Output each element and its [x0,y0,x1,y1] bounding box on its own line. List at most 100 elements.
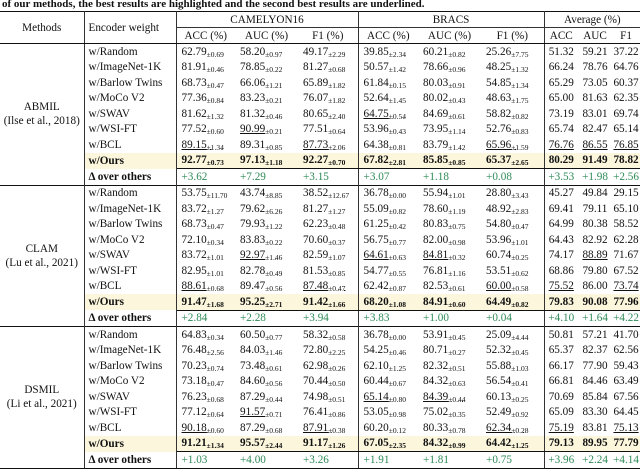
result-cell: 81.27±1.27 [298,201,359,217]
encoder-header: Encoder weight [84,11,177,44]
result-value: 54.80 [486,218,512,231]
result-std: ±0.22 [265,237,283,247]
result-value: 60.20 [363,421,389,434]
result-cell: 49.17±2.29 [298,43,359,60]
result-std: ±2.83 [511,206,529,216]
ours-row: w/Ours 92.77±0.73 97.13±1.18 92.27±0.70 67.8… [0,152,640,169]
result-std: ±6.26 [265,206,283,216]
result-cell: 72.80±2.25 [298,342,359,358]
result-cell: 78.76 [578,60,612,76]
result-value: 65.89 [303,76,329,89]
result-value: 82.00 [423,233,449,246]
result-std: ±0.78 [448,425,466,435]
result-std: ±8.85 [265,191,283,201]
result-cell: 68.20±1.08 [358,294,419,311]
result-cell: 63.49 [612,374,640,390]
result-value: 65.37 [548,344,574,357]
result-value: 77.90 [582,359,608,372]
result-std: ±0.60 [448,299,466,309]
result-std: ±1.34 [206,441,224,451]
result-std: ±0.37 [328,237,346,247]
result-cell: 58.82±0.82 [481,106,545,122]
result-cell: 62.98±0.26 [298,358,359,374]
delta-value: +0.04 [481,310,545,327]
result-value: 67.05 [363,437,389,450]
result-cell: 91.42±1.66 [298,294,359,311]
result-value: 28.80 [486,187,512,200]
result-std: ±0.46 [206,65,224,75]
delta-value: +3.96 [544,451,579,469]
result-value: 68.73 [181,218,207,231]
result-cell: 39.85±2.34 [358,44,418,60]
result-cell: 91.57±0.71 [235,405,298,421]
result-cell: 74.98±0.51 [298,389,359,405]
result-cell: 82.37 [578,343,612,359]
encoder-weight: w/BCL [84,420,177,436]
result-cell: 73.18±0.47 [176,374,235,390]
result-cell: 62.10±1.25 [358,358,418,374]
result-value: 81.32 [240,107,266,120]
result-cell: 74.17 [544,248,578,264]
result-value: 78.82 [613,154,639,167]
result-value: 87.48 [303,280,329,293]
result-cell: 80.71±0.27 [418,343,481,359]
result-value: 86.55 [582,138,608,151]
result-std: ±0.87 [388,284,406,294]
result-value: 68.73 [181,76,207,89]
delta-value: +3.07 [363,170,390,183]
result-cell: 76.81±1.16 [418,263,481,279]
result-value: 84.60 [240,375,266,388]
result-value: 71.67 [613,249,639,262]
result-std: ±1.45 [388,96,406,106]
result-std: ±1.01 [448,191,466,201]
result-std: ±0.43 [448,96,466,106]
result-std: ±0.98 [448,237,466,247]
result-value: 70.69 [548,390,574,403]
result-value: 65.14 [363,390,389,403]
result-std: ±0.12 [388,425,406,435]
delta-value: +1.03 [176,451,235,469]
result-cell: 64.61±0.63 [358,248,418,264]
result-std: ±0.56 [265,379,283,389]
result-cell: 92.97±1.46 [235,248,298,264]
result-cell: 90.08 [578,294,613,311]
result-cell: 82.47 [578,122,612,138]
result-cell: 65.37 [544,343,578,359]
result-value: 81.27 [303,61,329,74]
result-cell: 72.10±0.34 [176,232,235,248]
result-std: ±1.46 [265,253,283,263]
result-cell: 77.90 [578,358,612,374]
result-cell: 89.15±1.34 [176,137,235,153]
result-value: 83.83 [240,233,266,246]
result-cell: 80.65±2.40 [298,106,359,122]
delta-row: Δ over others +2.84 +2.28 +3.94 +3.83 +1.00 +0… [0,310,640,327]
result-std: ±0.25 [511,253,529,263]
result-value: 89.95 [582,437,608,450]
result-value: 80.03 [423,76,449,89]
result-cell: 87.73±2.06 [298,137,359,153]
result-cell: 45.27 [544,184,579,201]
result-std: ±0.41 [511,379,529,389]
result-cell: 83.01 [578,106,612,122]
result-cell: 25.09±4.44 [481,326,545,343]
result-cell: 90.99±0.21 [235,122,298,138]
result-std: ±0.62 [511,268,529,278]
result-std: ±2.44 [265,441,283,451]
result-std: ±0.85 [265,142,283,152]
encoder-weight: w/MoCo V2 [84,373,177,389]
result-std: ±0.60 [206,127,224,137]
encoder-weight: w/Barlow Twins [84,75,177,91]
result-cell: 81.63 [578,91,612,107]
result-value: 87.29 [240,421,266,434]
result-cell: 91.47±1.68 [176,294,235,311]
result-std: ±0.84 [206,96,224,106]
encoder-weight: w/WSI-FT [84,263,177,279]
result-cell: 60.74±0.25 [481,247,545,263]
result-value: 77.79 [613,437,639,450]
result-value: 78.66 [423,61,449,74]
metric-header: F1 (%) [298,27,359,44]
result-cell: 61.25±0.42 [358,217,418,233]
result-value: 60.13 [486,390,512,403]
table-row: ABMIL (Ilse et al., 2018) w/Random 62.79±0.… [0,43,640,185]
delta-value: +2.28 [240,312,266,325]
